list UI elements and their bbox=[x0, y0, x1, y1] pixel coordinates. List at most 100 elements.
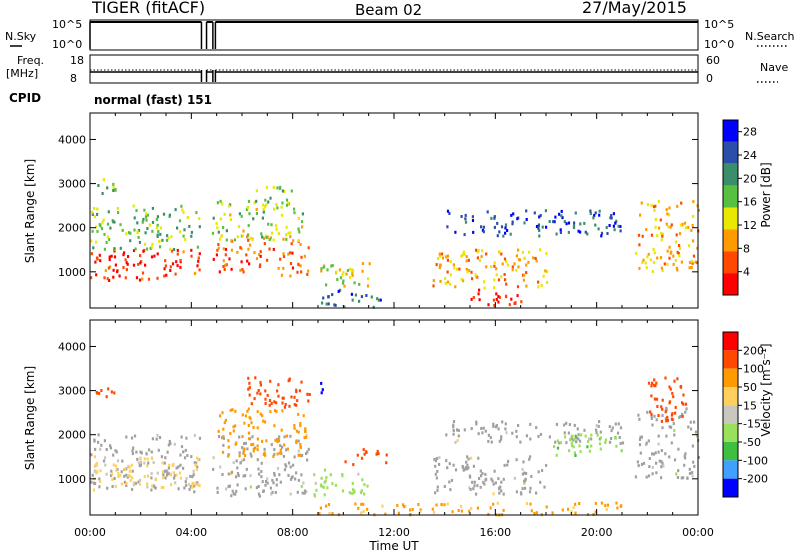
echo-cell bbox=[500, 435, 503, 439]
echo-cell bbox=[646, 410, 649, 414]
echo-cell bbox=[130, 436, 134, 440]
echo-cell bbox=[272, 247, 275, 251]
echo-cell bbox=[242, 458, 246, 462]
echo-cell bbox=[443, 503, 446, 507]
echo-cell bbox=[668, 455, 671, 459]
echo-cell bbox=[446, 270, 449, 274]
beam-title: Beam 02 bbox=[355, 1, 422, 19]
echo-cell bbox=[259, 250, 262, 254]
echo-cell bbox=[672, 395, 675, 399]
echo-cell bbox=[230, 248, 233, 252]
echo-cell bbox=[102, 459, 106, 463]
echo-cell bbox=[481, 472, 484, 475]
echo-cell bbox=[156, 276, 159, 280]
echo-cell bbox=[240, 214, 243, 218]
colorbar-tick-label: -100 bbox=[743, 454, 768, 467]
echo-cell bbox=[541, 225, 544, 229]
echo-cell bbox=[360, 295, 363, 299]
echo-cell bbox=[600, 231, 604, 235]
echo-cell bbox=[96, 229, 99, 233]
echo-cell bbox=[525, 263, 528, 267]
time-tick-label: 00:00 bbox=[682, 526, 714, 539]
echo-cell bbox=[266, 481, 269, 485]
echo-cell bbox=[505, 260, 508, 264]
echo-cell bbox=[502, 234, 505, 238]
echo-cell bbox=[673, 433, 676, 437]
echo-cell bbox=[143, 461, 146, 465]
echo-cell bbox=[679, 415, 682, 418]
echo-cell bbox=[248, 437, 251, 441]
echo-cell bbox=[192, 469, 195, 473]
nsky-label: N.Sky bbox=[5, 30, 37, 43]
echo-cell bbox=[163, 461, 166, 465]
echo-cell bbox=[517, 248, 520, 252]
echo-cell bbox=[194, 482, 197, 486]
echo-cell bbox=[287, 231, 290, 235]
echo-cell bbox=[143, 475, 146, 479]
echo-cell bbox=[576, 427, 579, 431]
echo-cell bbox=[150, 456, 153, 460]
echo-cell bbox=[673, 379, 676, 383]
echo-cell bbox=[697, 208, 700, 212]
echo-cell bbox=[604, 441, 607, 444]
echo-cell bbox=[670, 441, 673, 445]
echo-cell bbox=[545, 505, 548, 509]
colorbar-swatch bbox=[723, 405, 738, 424]
echo-cell bbox=[247, 233, 250, 237]
echo-cell bbox=[306, 458, 309, 462]
echo-cell bbox=[139, 456, 142, 460]
echo-cell bbox=[465, 267, 468, 271]
echo-cell bbox=[464, 213, 467, 217]
echo-cell bbox=[247, 238, 250, 242]
echo-cell bbox=[647, 439, 650, 443]
echo-cell bbox=[658, 226, 661, 230]
echo-cell bbox=[114, 188, 117, 191]
echo-cell bbox=[502, 508, 505, 512]
colorbar-tick-label: 12 bbox=[743, 219, 757, 232]
echo-cell bbox=[642, 461, 646, 465]
echo-cell bbox=[218, 270, 221, 274]
echo-cell bbox=[684, 410, 687, 414]
echo-cell bbox=[365, 294, 368, 297]
echo-cell bbox=[465, 259, 468, 263]
echo-cell bbox=[496, 221, 499, 225]
echo-cell bbox=[449, 282, 452, 286]
colorbar-tick-label: 16 bbox=[743, 196, 757, 209]
echo-cell bbox=[617, 224, 620, 228]
echo-cell bbox=[292, 239, 295, 243]
echo-cell bbox=[515, 458, 518, 462]
echo-cell bbox=[262, 210, 265, 214]
echo-cell bbox=[446, 258, 449, 262]
echo-cell bbox=[145, 452, 148, 456]
echo-cell bbox=[487, 433, 490, 437]
echo-cell bbox=[259, 392, 262, 396]
echo-cell bbox=[514, 301, 517, 305]
echo-cell bbox=[653, 397, 656, 401]
echo-cell bbox=[264, 402, 267, 405]
colorbar-tick-label: 50 bbox=[743, 381, 757, 394]
echo-cell bbox=[91, 473, 94, 477]
echo-cell bbox=[687, 244, 691, 248]
echo-cell bbox=[144, 231, 147, 235]
echo-cell bbox=[594, 223, 597, 227]
echo-cell bbox=[657, 414, 660, 417]
echo-cell bbox=[191, 475, 194, 479]
echo-cell bbox=[137, 235, 140, 239]
time-tick-label: 16:00 bbox=[479, 526, 511, 539]
echo-cell bbox=[125, 473, 128, 477]
echo-cell bbox=[586, 232, 589, 236]
echo-cell bbox=[289, 262, 293, 265]
echo-cell bbox=[471, 277, 474, 281]
echo-cell bbox=[234, 424, 237, 428]
echo-cell bbox=[313, 493, 316, 497]
echo-cell bbox=[281, 445, 284, 449]
echo-cell bbox=[338, 268, 341, 272]
echo-cell bbox=[173, 476, 176, 480]
echo-cell bbox=[530, 509, 533, 513]
echo-cell bbox=[293, 395, 296, 399]
echo-cell bbox=[553, 220, 556, 224]
echo-cell bbox=[657, 434, 660, 438]
echo-cell bbox=[646, 255, 649, 259]
echo-cell bbox=[295, 439, 298, 443]
colorbar-frame bbox=[722, 119, 739, 296]
